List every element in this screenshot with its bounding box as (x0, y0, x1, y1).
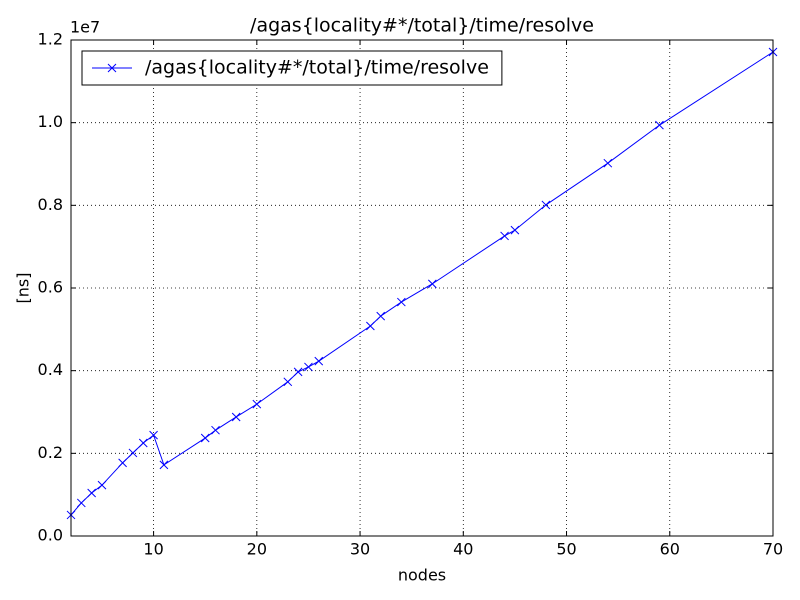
marker (500, 231, 509, 241)
data-point (149, 430, 158, 440)
marker (655, 120, 664, 130)
marker (603, 158, 613, 168)
legend-box (81, 50, 503, 86)
marker (376, 311, 386, 321)
y-tick-label: 0.4 (38, 360, 63, 379)
marker (396, 297, 406, 307)
x-tick-label: 60 (660, 540, 680, 559)
marker (159, 460, 169, 470)
y-offset-label: 1e7 (70, 18, 100, 37)
data-point (655, 120, 664, 130)
chart-title: /agas{locality#*/total}/time/resolve (250, 15, 594, 37)
marker (304, 362, 313, 372)
y-tick-label: 0.0 (38, 526, 63, 545)
data-point (231, 412, 241, 422)
data-point (603, 158, 613, 168)
y-axis-label: [ns] (14, 273, 33, 304)
marker (541, 200, 551, 210)
marker (118, 458, 127, 468)
data-point (541, 200, 551, 210)
marker (128, 448, 138, 458)
marker (200, 433, 210, 443)
y-tick-label: 0.8 (38, 195, 63, 214)
y-tick-label: 1.2 (38, 30, 63, 49)
marker (510, 225, 520, 235)
data-point (97, 480, 107, 490)
data-point (211, 425, 220, 435)
x-tick-label: 10 (143, 540, 163, 559)
marker (231, 412, 241, 422)
data-point (118, 458, 127, 468)
data-point (252, 399, 262, 409)
legend-label: /agas{locality#*/total}/time/resolve (145, 57, 489, 79)
data-point (200, 433, 210, 443)
marker (97, 480, 107, 490)
marker (427, 279, 437, 289)
marker (293, 367, 303, 377)
data-point (283, 377, 293, 387)
y-tick-label: 1.0 (38, 112, 63, 131)
data-point (427, 279, 437, 289)
marker (283, 377, 293, 387)
data-point (128, 448, 138, 458)
data-point (138, 438, 148, 448)
data-point (366, 321, 375, 331)
data-point (376, 311, 386, 321)
legend-marker (107, 63, 117, 73)
data-point (87, 488, 97, 498)
legend: /agas{locality#*/total}/time/resolve (81, 50, 503, 86)
data-point (510, 225, 520, 235)
marker (211, 425, 220, 435)
marker (138, 438, 148, 448)
x-tick-label: 30 (350, 540, 370, 559)
x-tick-label: 40 (453, 540, 473, 559)
plot-frame (70, 39, 774, 537)
data-point (76, 498, 86, 508)
data-point (304, 362, 313, 372)
x-tick-label: 20 (247, 540, 267, 559)
marker (252, 399, 262, 409)
x-axis-label: nodes (398, 566, 446, 585)
data-point (314, 356, 324, 366)
x-tick-label: 50 (556, 540, 576, 559)
data-point (500, 231, 509, 241)
x-tick-label: 70 (763, 540, 783, 559)
marker (314, 356, 324, 366)
y-tick-label: 0.6 (38, 278, 63, 297)
marker (87, 488, 97, 498)
data-point (396, 297, 406, 307)
data-point (159, 460, 169, 470)
data-point (293, 367, 303, 377)
y-tick-label: 0.2 (38, 443, 63, 462)
marker (76, 498, 86, 508)
marker (366, 321, 375, 331)
marker (149, 430, 158, 440)
